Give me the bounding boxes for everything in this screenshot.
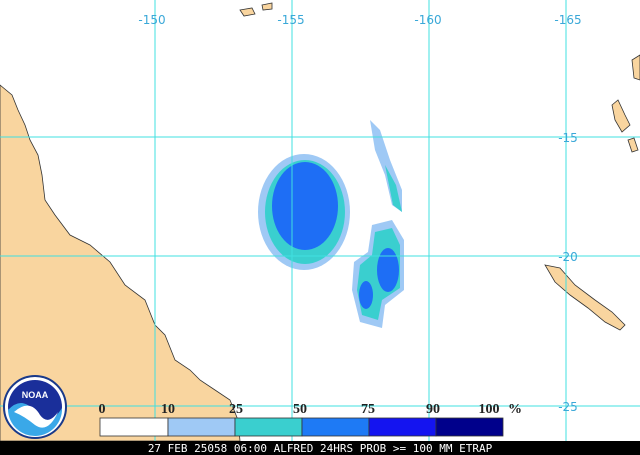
longitude-label: -150 (138, 13, 165, 27)
latitude-label: -25 (558, 400, 578, 414)
legend-unit: % (508, 402, 522, 417)
new-caledonia (544, 264, 626, 331)
latitude-label: -20 (558, 250, 578, 264)
graticule (0, 0, 640, 441)
legend-label: 90 (426, 402, 440, 417)
legend-swatch (301, 417, 370, 437)
island (239, 7, 256, 17)
logo-text: NOAA (22, 390, 49, 400)
island (627, 137, 639, 153)
caption: 27 FEB 25058 06:00 ALFRED 24HRS PROB >= … (148, 442, 493, 455)
prob-50 (359, 281, 373, 309)
prob-50 (272, 162, 338, 250)
prob-25 (385, 165, 402, 212)
latitude-label: -15 (558, 131, 578, 145)
island (261, 2, 273, 11)
logo-gull (14, 405, 58, 428)
legend-label: 0 (99, 402, 106, 417)
legend-swatch (368, 417, 437, 437)
prob-50 (377, 248, 399, 292)
legend-label: 25 (229, 402, 243, 417)
australia (0, 84, 241, 442)
land (0, 2, 640, 442)
legend-label: 75 (361, 402, 375, 417)
legend-swatch (99, 417, 169, 437)
legend-label: 100 (479, 402, 500, 417)
legend-label: 10 (161, 402, 175, 417)
legend (99, 417, 504, 437)
legend-swatch (234, 417, 303, 437)
longitude-label: -165 (554, 13, 581, 27)
legend-swatch (435, 417, 504, 437)
legend-label: 50 (293, 402, 307, 417)
probability (258, 120, 404, 328)
vanuatu (611, 99, 631, 133)
longitude-label: -160 (414, 13, 441, 27)
legend-swatch (167, 417, 236, 437)
longitude-label: -155 (277, 13, 304, 27)
island (631, 54, 640, 81)
caption-bar (0, 441, 640, 455)
noaa-logo: NOAA (3, 375, 67, 439)
